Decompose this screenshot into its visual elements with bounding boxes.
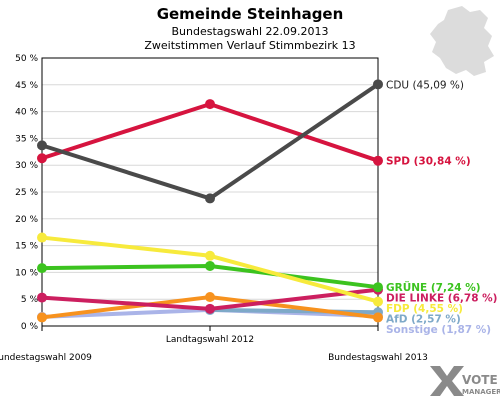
series-end-label: Sonstige (1,87 %) <box>386 324 491 336</box>
data-point <box>37 263 47 274</box>
data-point <box>37 232 47 243</box>
y-axis: 0 % 5 % 10 % 15 % 20 % 25 % 30 % 35 % 40 % 45 % 50… <box>15 54 38 332</box>
data-point <box>205 250 215 261</box>
logo-text-manager: MANAGER <box>462 388 500 396</box>
y-tick-label: 25 % <box>15 188 38 198</box>
series-end-label: FDP (4,55 %) <box>386 303 463 315</box>
logo-text-vote: VOTE <box>462 373 498 387</box>
series-line <box>209 307 379 315</box>
series-end-label: SPD (30,84 %) <box>386 156 471 168</box>
data-point <box>373 79 383 90</box>
x-axis: Bundestagswahl 2009 Landtagswahl 2012 Bund… <box>0 326 428 363</box>
data-point <box>37 153 47 164</box>
series-labels: CDU (45,09 %) SPD (30,84 %) GRÜNE (7,24 %)… <box>386 79 497 336</box>
y-tick-label: 20 % <box>15 215 38 225</box>
y-tick-label: 15 % <box>15 242 38 252</box>
chart-subtitle-district: Zweitstimmen Verlauf Stimmbezirk 13 <box>144 39 355 52</box>
data-point <box>373 296 383 307</box>
y-tick-label: 30 % <box>15 161 38 171</box>
chart-title: Gemeinde Steinhagen <box>157 5 344 23</box>
x-tick-label: Bundestagswahl 2013 <box>328 353 428 363</box>
data-point <box>373 155 383 166</box>
x-tick-label: Bundestagswahl 2009 <box>0 353 92 363</box>
data-point <box>37 312 47 323</box>
plot-frame <box>41 57 379 327</box>
data-point <box>373 282 383 293</box>
data-point <box>373 312 383 323</box>
series-gr-ne <box>37 260 383 293</box>
data-point <box>37 292 47 303</box>
series-end-label: CDU (45,09 %) <box>386 79 464 91</box>
series-end-label: AfD (2,57 %) <box>386 314 461 326</box>
series-line <box>41 102 379 163</box>
data-point <box>205 292 215 303</box>
data-point <box>205 303 215 314</box>
series-spd <box>37 99 383 166</box>
x-tick-label: Landtagswahl 2012 <box>166 335 254 345</box>
series-fdp <box>37 232 383 307</box>
y-tick-label: 45 % <box>15 81 38 91</box>
data-point <box>205 99 215 110</box>
y-tick-label: 35 % <box>15 134 38 144</box>
series-end-label: GRÜNE (7,24 %) <box>386 280 481 294</box>
logo-x-mark-icon <box>430 366 464 396</box>
y-tick-label: 50 % <box>15 54 38 64</box>
series-piraten <box>37 292 383 323</box>
data-point <box>37 140 47 151</box>
data-point <box>205 193 215 204</box>
y-tick-label: 5 % <box>21 295 39 305</box>
y-tick-label: 10 % <box>15 268 38 278</box>
y-tick-label: 40 % <box>15 108 38 118</box>
germany-map-icon <box>430 6 494 76</box>
series-lines <box>37 79 383 323</box>
series-cdu <box>37 79 383 204</box>
chart-subtitle-election: Bundestagswahl 22.09.2013 <box>172 25 329 38</box>
data-point <box>205 260 215 271</box>
y-tick-label: 0 % <box>21 322 39 332</box>
series-end-label: DIE LINKE (6,78 %) <box>386 293 497 305</box>
vote-manager-logo: VOTE MANAGER <box>430 366 500 396</box>
